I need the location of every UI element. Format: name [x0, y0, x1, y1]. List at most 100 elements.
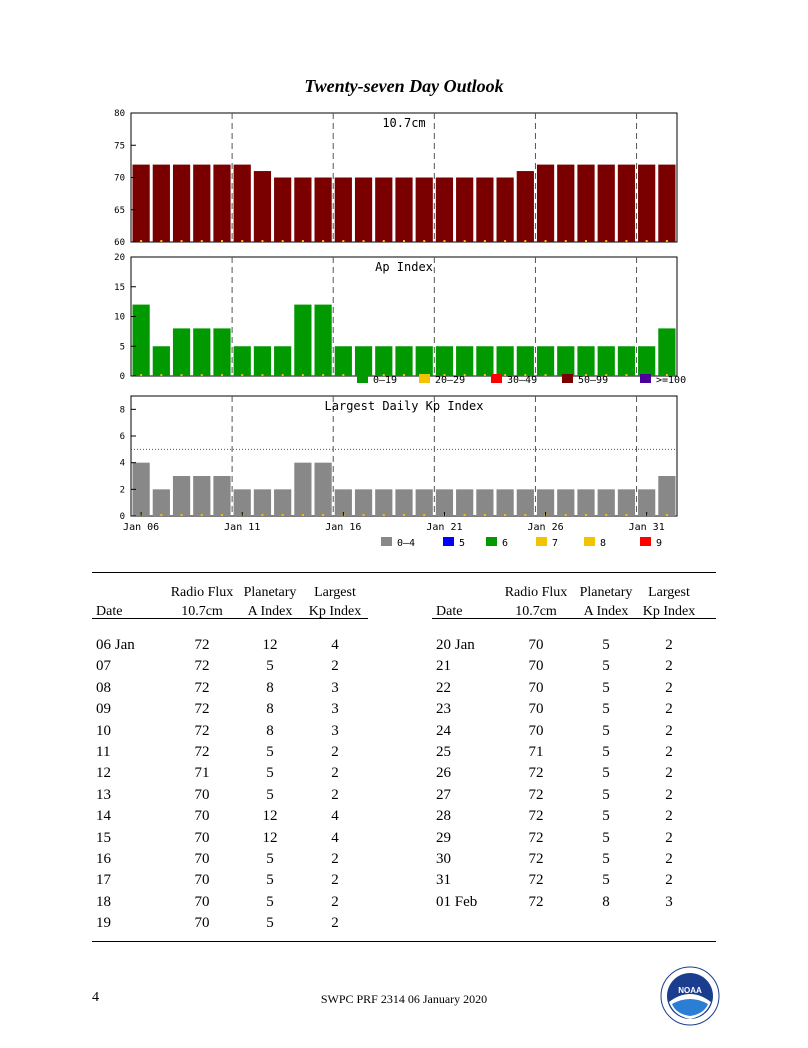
kp-bar-marker: [362, 514, 365, 516]
flux-bar: [658, 164, 676, 242]
footer-text: SWPC PRF 2314 06 January 2020: [320, 992, 488, 1006]
header-ap-bottom-right: A Index: [583, 604, 629, 619]
ap-bar-marker: [241, 374, 244, 376]
table-cell-left-kp: 2: [331, 872, 339, 889]
kp-ytick-label: 8: [120, 405, 125, 415]
table-cell-left-date: 18: [96, 893, 111, 910]
table-cell-left-date: 19: [96, 915, 111, 932]
table-cell-left-flux: 70: [194, 808, 210, 825]
table-cell-right-kp: 2: [665, 637, 673, 653]
table-cell-right-date: 21: [436, 658, 451, 675]
ap-bar: [314, 304, 332, 376]
table-cell-left-flux: 71: [194, 765, 210, 782]
kp-bar-marker: [403, 514, 405, 516]
kp-legend-swatch: [536, 537, 547, 546]
kp-bar: [577, 489, 595, 516]
flux-bar: [294, 177, 312, 242]
table-cell-right-date: 23: [436, 701, 451, 718]
ap-bar: [496, 346, 514, 376]
kp-bar: [658, 476, 676, 516]
flux-bar: [334, 177, 352, 242]
table-cell-right-kp: 2: [665, 658, 673, 675]
header-rule-right: [432, 618, 716, 619]
table-cell-left-ap: 5: [266, 893, 274, 910]
ap-bar-marker: [322, 374, 325, 376]
ap-bar: [354, 346, 373, 376]
header-kp-top-left: Largest: [314, 585, 356, 600]
table-cell-left-kp: 3: [331, 701, 339, 718]
header-kp-bottom-left: Kp Index: [308, 604, 362, 619]
table-cell-left-flux: 72: [194, 637, 210, 653]
flux-bar-marker: [625, 240, 628, 242]
ap-bar-marker: [524, 374, 527, 376]
ap-legend-label: 50–99: [578, 375, 608, 386]
kp-xtick-label: Jan 11: [224, 522, 260, 533]
table-cell-right-kp: 2: [665, 851, 673, 867]
kp-legend-label: 0–4: [397, 538, 415, 549]
flux-bar-marker: [524, 240, 527, 242]
kp-bar-marker: [180, 514, 183, 516]
kp-bar-marker: [483, 514, 486, 516]
kp-bar-marker: [585, 514, 587, 516]
table-cell-left-ap: 12: [262, 637, 278, 653]
table-cell-right-kp: 2: [665, 765, 673, 782]
table-cell-right-flux: 72: [528, 808, 544, 825]
kp-bar-marker: [221, 514, 223, 516]
table-cell-left-date: 16: [96, 851, 111, 867]
flux-bar-marker: [180, 240, 183, 242]
flux-bar: [132, 164, 150, 242]
flux-bar: [274, 177, 292, 242]
kp-legend-label: 7: [552, 538, 558, 549]
flux-ytick-label: 65: [114, 206, 125, 216]
ap-ytick-label: 10: [114, 313, 125, 323]
kp-bar-marker: [605, 514, 608, 516]
ap-bar: [516, 346, 534, 376]
table-cell-right-ap: 5: [602, 808, 610, 825]
kp-bar-marker: [504, 514, 507, 516]
ap-bar: [415, 346, 433, 376]
kp-bar: [536, 489, 555, 516]
table-cell-right-date: 24: [436, 722, 451, 739]
ap-bar: [617, 346, 636, 376]
ap-bar-marker: [140, 374, 143, 376]
table-cell-right-flux: 72: [528, 851, 544, 867]
flux-bar: [617, 164, 636, 242]
flux-bar-marker: [463, 240, 466, 242]
ap-bar-marker: [180, 374, 183, 376]
noaa-logo: NOAA: [660, 966, 720, 1026]
table-cell-right-kp: 2: [665, 872, 673, 889]
outlook-table: Date Radio Flux 10.7cm Planetary A Index…: [92, 572, 716, 942]
flux-bar: [435, 177, 454, 242]
table-cell-right-flux: 72: [528, 829, 544, 846]
flux-bar-marker: [160, 240, 163, 242]
ap-bar-marker: [605, 374, 608, 376]
ap-bar-marker: [403, 374, 405, 376]
flux-bar-marker: [261, 240, 264, 242]
header-flux-top-right: Radio Flux: [504, 585, 568, 600]
ap-bar-marker: [382, 374, 385, 376]
ap-bar: [456, 346, 474, 376]
flux-bar-marker: [605, 240, 608, 242]
kp-bar-marker: [281, 514, 284, 516]
ap-bar-marker: [483, 374, 486, 376]
flux-bar-marker: [645, 240, 648, 242]
kp-legend-swatch: [486, 537, 497, 546]
flux-bar: [516, 171, 534, 242]
ap-legend-label: 20–29: [435, 375, 465, 386]
table-cell-left-kp: 3: [331, 679, 339, 696]
ap-bar-marker: [221, 374, 223, 376]
flux-bar-marker: [504, 240, 507, 242]
ap-legend-swatch: [640, 374, 651, 383]
kp-bar: [415, 489, 433, 516]
ap-bar-marker: [342, 374, 345, 376]
kp-bar: [213, 476, 231, 516]
flux-bar-marker: [443, 240, 446, 242]
ap-bar: [395, 346, 413, 376]
flux-bar-marker: [342, 240, 345, 242]
kp-bar: [435, 489, 454, 516]
ap-bar: [577, 346, 595, 376]
ap-bar-marker: [665, 374, 668, 376]
ap-bar-marker: [281, 374, 284, 376]
table-cell-left-date: 09: [96, 701, 111, 718]
flux-bar: [375, 177, 393, 242]
